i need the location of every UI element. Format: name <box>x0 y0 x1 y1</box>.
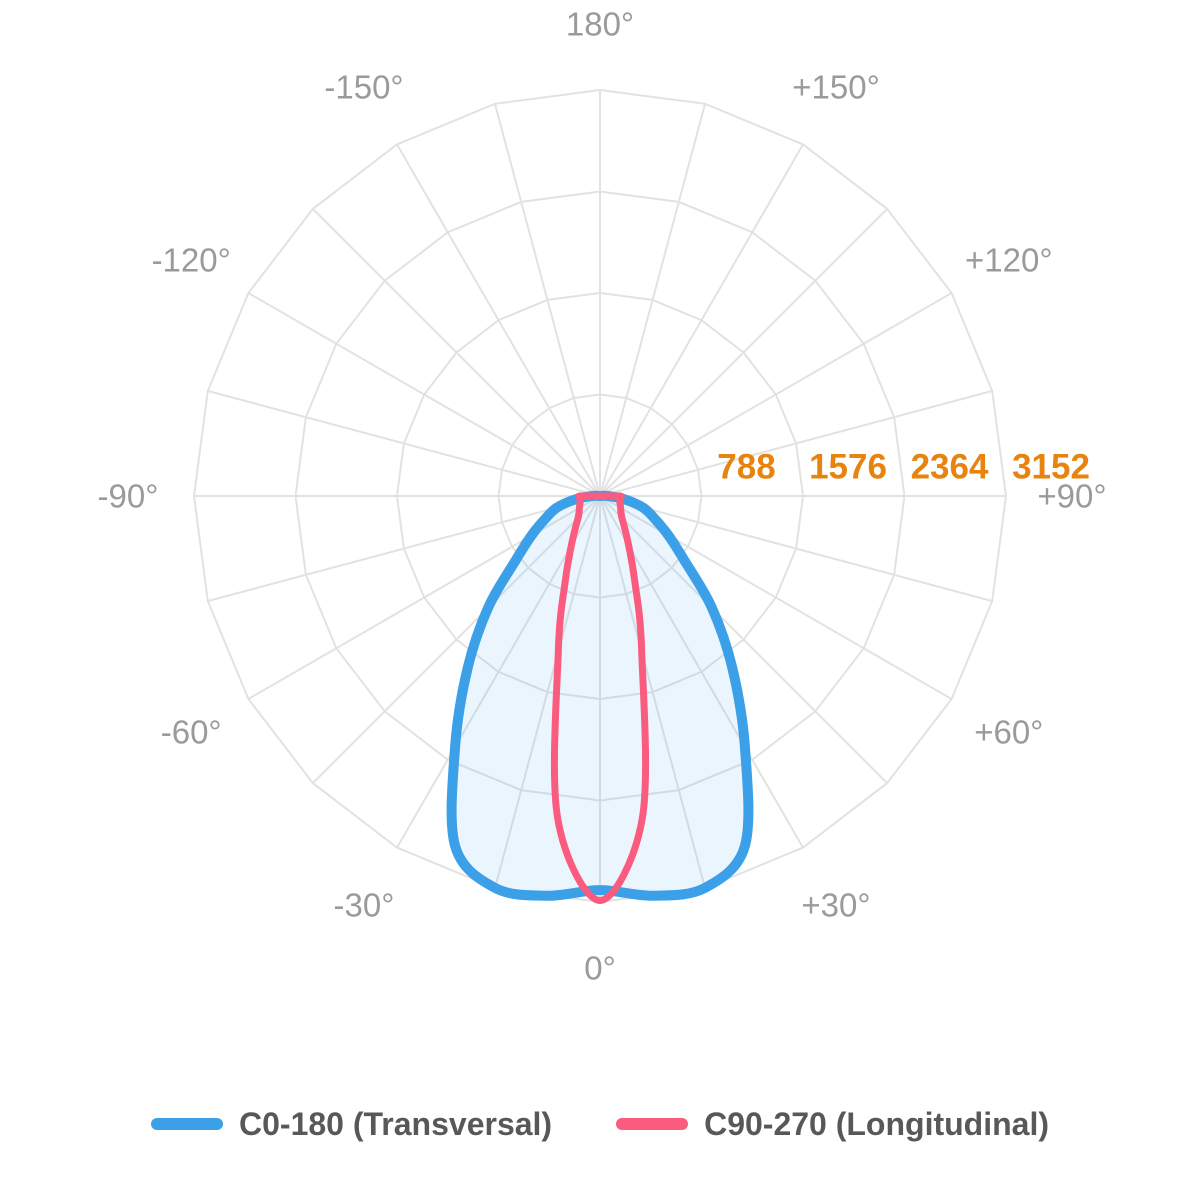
angle-label-180: 180° <box>566 6 634 43</box>
angle-label-0: 0° <box>584 950 616 987</box>
grid-ring <box>497 393 703 599</box>
legend-label-c0-180: C0-180 (Transversal) <box>239 1105 553 1142</box>
legend-swatch-c90-270-icon <box>616 1118 689 1130</box>
legend-item-c90-270[interactable]: C90-270 (Longitudinal) <box>616 1106 1049 1143</box>
legend: C0-180 (Transversal) C90-270 (Longitudin… <box>0 1096 1200 1152</box>
grid-ring <box>192 88 1008 904</box>
legend-swatch-c0-180-icon <box>151 1118 224 1130</box>
radial-tick-788: 788 <box>717 448 775 487</box>
radial-tick-labels: 788 1576 2364 3152 <box>717 448 1090 487</box>
grid-ring <box>294 190 906 802</box>
angle-label--120: -120° <box>152 242 231 279</box>
angle-label-30: +30° <box>801 886 870 923</box>
radial-tick-1576: 1576 <box>809 448 887 487</box>
polar-chart-svg: 180° -150° -120° -90° -60° -30° 0° +30° +60° +90°… <box>98 6 1107 987</box>
polar-grid <box>192 88 1008 904</box>
series-curves <box>446 490 754 904</box>
series-c90-270-curve[interactable] <box>550 492 650 904</box>
angle-labels: 180° -150° -120° -90° -60° -30° 0° +30° +60° +90°… <box>98 6 1107 987</box>
angle-label--60: -60° <box>161 714 222 751</box>
radial-tick-3152: 3152 <box>1012 448 1090 487</box>
legend-label-c90-270: C90-270 (Longitudinal) <box>704 1105 1049 1142</box>
angle-label--150: -150° <box>324 69 403 106</box>
legend-item-c0-180[interactable]: C0-180 (Transversal) <box>151 1106 552 1143</box>
angle-label-120: +120° <box>965 242 1053 279</box>
grid-ring <box>395 291 805 701</box>
series-c0-180-curve[interactable] <box>446 490 754 901</box>
angle-label-60: +60° <box>974 714 1043 751</box>
angle-label--90: -90° <box>98 478 159 515</box>
angle-label-90: +90° <box>1037 478 1106 515</box>
angle-label-150: +150° <box>792 69 880 106</box>
radial-tick-2364: 2364 <box>911 448 989 487</box>
angle-label--30: -30° <box>334 886 395 923</box>
